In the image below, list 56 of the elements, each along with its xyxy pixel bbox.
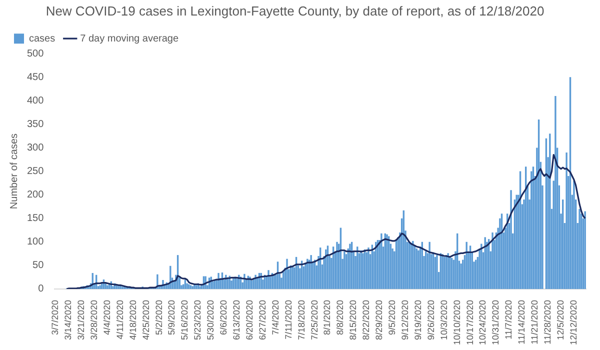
x-tick-label: 10/31/2020 [490,300,501,346]
x-tick-label: 3/21/2020 [76,300,86,340]
x-tick-label: 6/13/2020 [232,300,242,340]
x-tick-label: 12/5/2020 [555,300,566,340]
x-tick-label: 5/23/2020 [192,300,203,340]
y-tick-label: 0 [38,284,44,295]
legend-label: 7 day moving average [80,33,179,44]
x-tick-label: 3/28/2020 [88,300,99,340]
x-tick-label: 7/11/2020 [283,300,294,340]
x-tick-label: 11/28/2020 [542,300,553,344]
y-tick-label: 50 [32,260,44,272]
x-tick-label: 3/7/2020 [50,300,60,336]
x-tick-label: 11/7/2020 [504,300,514,340]
x-tick-label: 6/27/2020 [257,300,268,340]
x-tick-label: 8/22/2020 [361,300,372,340]
y-tick-label: 250 [26,166,44,178]
x-tick-label: 11/14/2020 [516,300,527,344]
x-tick-label: 4/25/2020 [140,300,151,340]
x-tick-label: 9/5/2020 [387,300,398,336]
x-tick-label: 3/14/2020 [63,300,74,340]
x-tick-label: 4/11/2020 [114,300,125,340]
y-tick-label: 400 [26,95,44,106]
x-tick-label: 9/12/2020 [400,300,410,340]
x-tick-label: 4/4/2020 [102,300,112,336]
y-tick-label: 300 [26,142,44,154]
chart-title: New COVID-19 cases in Lexington-Fayette County, by date of report, as of 12/18/2020 [46,3,544,18]
x-tick-label: 8/29/2020 [374,300,384,340]
x-tick-label: 6/6/2020 [218,300,229,336]
x-tick-label: 9/19/2020 [412,300,423,340]
x-tick-label: 5/9/2020 [166,300,177,336]
x-tick-label: 4/18/2020 [128,300,138,340]
x-tick-label: 6/20/2020 [244,300,254,340]
x-tick-label: 5/30/2020 [206,300,216,340]
y-tick-label: 350 [26,118,44,130]
x-tick-label: 11/21/2020 [530,300,540,344]
y-tick-label: 500 [26,48,44,60]
y-axis-title: Number of cases [8,133,20,210]
y-tick-label: 100 [26,236,44,248]
x-tick-label: 7/4/2020 [270,300,280,336]
x-tick-label: 5/16/2020 [180,300,190,340]
x-tick-label: 8/1/2020 [322,300,332,336]
x-tick-label: 5/2/2020 [154,300,164,336]
x-tick-label: 10/3/2020 [438,300,449,340]
x-tick-label: 8/15/2020 [348,300,358,340]
x-tick-label: 10/24/2020 [478,300,488,346]
x-tick-label: 7/18/2020 [296,300,306,340]
x-tick-label: 8/8/2020 [335,300,346,336]
legend-label: cases [29,33,56,44]
x-tick-label: 9/26/2020 [426,300,436,340]
y-tick-label: 150 [26,213,44,224]
x-tick-label: 10/17/2020 [464,300,475,346]
y-tick-label: 450 [26,72,44,83]
x-tick-label: 7/25/2020 [309,300,320,340]
x-tick-label: 12/12/2020 [568,300,578,346]
y-tick-label: 200 [26,190,44,201]
x-tick-label: 10/10/2020 [452,300,462,346]
